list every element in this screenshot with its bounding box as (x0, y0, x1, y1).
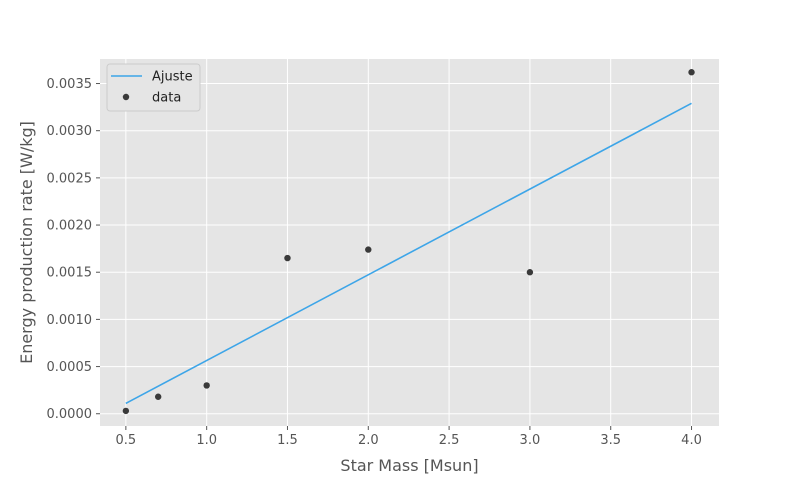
y-tick-label: 0.0025 (47, 171, 93, 186)
x-axis-ticks: 0.5 1.0 1.5 2.0 2.5 3.0 3.5 4.0 (116, 426, 702, 448)
x-tick-label: 2.5 (439, 433, 460, 448)
x-tick-label: 1.0 (196, 433, 217, 448)
data-point (526, 269, 534, 276)
data-point (122, 407, 130, 415)
legend-label-ajuste: Ajuste (152, 70, 193, 85)
y-tick-label: 0.0035 (47, 77, 93, 92)
y-tick-label: 0.0005 (47, 360, 93, 375)
data-point (203, 382, 210, 389)
data-point (284, 254, 291, 262)
y-tick-label: 0.0015 (47, 266, 93, 281)
x-tick-label: 2.0 (358, 433, 379, 448)
x-tick-label: 3.5 (600, 433, 621, 448)
x-tick-label: 3.0 (520, 433, 541, 448)
plot-area (100, 59, 719, 426)
y-tick-label: 0.0020 (47, 219, 93, 234)
y-axis-label: Energy production rate [W/kg] (17, 121, 36, 364)
series-layer (122, 69, 695, 415)
x-tick-label: 1.5 (277, 433, 298, 448)
legend-dot-sample (122, 93, 130, 101)
data-point (688, 69, 695, 76)
fit-line (125, 102, 692, 405)
x-tick-label: 0.5 (116, 433, 137, 448)
data-point (154, 393, 162, 400)
legend-label-data: data (152, 91, 181, 106)
y-axis-ticks: 0.0000 0.0005 0.0010 0.0015 0.0020 0.0025 0.00… (47, 77, 100, 422)
legend: Ajuste data (106, 63, 201, 112)
data-point (365, 246, 372, 253)
x-axis-label: Star Mass [Msun] (340, 456, 478, 475)
y-tick-label: 0.0000 (47, 407, 93, 422)
y-tick-label: 0.0010 (47, 313, 93, 328)
y-tick-label: 0.0030 (47, 124, 93, 139)
x-tick-label: 4.0 (681, 433, 702, 448)
grid (100, 59, 719, 426)
